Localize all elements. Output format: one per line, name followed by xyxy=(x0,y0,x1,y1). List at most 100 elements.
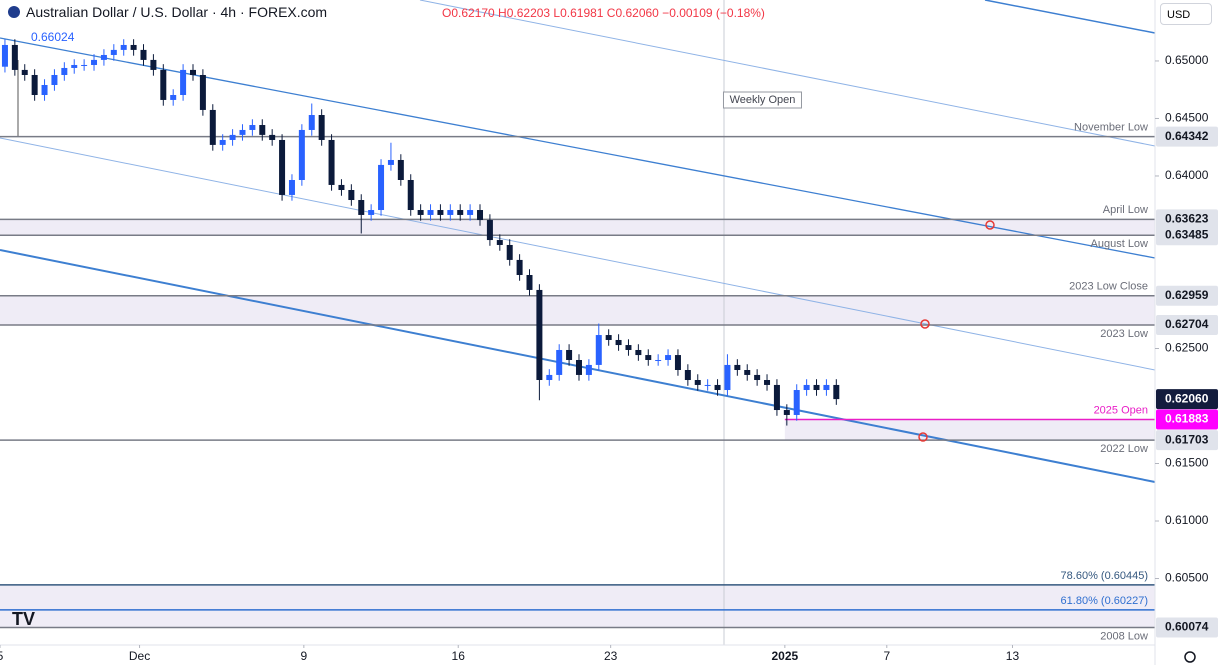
candle-body xyxy=(823,384,830,391)
candle-body xyxy=(536,289,543,381)
candle-body xyxy=(754,374,761,381)
candle-body xyxy=(526,274,533,290)
candle-body xyxy=(199,74,206,110)
annotation: Weekly Open xyxy=(730,94,796,106)
channel-line xyxy=(984,0,1156,34)
level-band xyxy=(784,419,1155,441)
level-name: 2008 Low xyxy=(1100,630,1148,642)
level-tag xyxy=(1156,430,1218,451)
candle-body xyxy=(51,74,58,85)
y-tick-label: 0.64500 xyxy=(1165,111,1209,125)
flag-icon xyxy=(8,6,20,18)
candle-body xyxy=(665,355,672,360)
candle-body xyxy=(457,210,464,215)
candle-body xyxy=(625,345,632,350)
candle-body xyxy=(288,179,295,195)
candle-body xyxy=(407,179,414,211)
candle-body xyxy=(180,69,187,96)
candle-body xyxy=(269,134,276,140)
candle-body xyxy=(21,69,28,75)
candle-body xyxy=(298,129,305,180)
candle-body xyxy=(348,190,355,201)
y-tick-label: 0.60500 xyxy=(1165,571,1209,585)
candle-body xyxy=(31,74,38,96)
last-price-label: 0.62060 xyxy=(1165,391,1209,405)
level-tag xyxy=(1156,285,1218,306)
candle-body xyxy=(803,384,810,391)
level-tag-label: 0.60074 xyxy=(1165,620,1209,634)
level-tag xyxy=(1156,315,1218,336)
candle-body xyxy=(566,349,573,360)
candle-body xyxy=(724,364,731,391)
candle-body xyxy=(645,355,652,360)
candle-body xyxy=(189,69,196,75)
candle-body xyxy=(387,159,394,165)
touch-point xyxy=(985,220,995,230)
channel-line xyxy=(0,137,1156,371)
level-tag xyxy=(1156,617,1218,638)
settings-icon[interactable] xyxy=(1184,651,1196,663)
candle-body xyxy=(11,44,18,70)
candle-body xyxy=(427,210,434,215)
indicator-value: 0.66024 xyxy=(31,30,75,44)
candle-body xyxy=(279,139,286,195)
candle-body xyxy=(338,184,345,191)
y-tick-label: 0.61500 xyxy=(1165,456,1209,470)
candle-body xyxy=(813,384,820,391)
candle-body xyxy=(328,139,335,185)
candle-body xyxy=(635,349,642,356)
candle-body xyxy=(308,115,315,130)
logo: TV xyxy=(12,609,35,629)
y-tick-label: 0.65000 xyxy=(1165,53,1209,67)
candle-body xyxy=(783,410,790,415)
candle-body xyxy=(358,200,365,215)
candle-body xyxy=(61,67,68,75)
ohlc-values: O0.62170 H0.62203 L0.61981 C0.62060 −0.0… xyxy=(442,6,765,20)
level-tag xyxy=(1156,409,1218,430)
level-name: 2022 Low xyxy=(1100,443,1148,455)
candle-body xyxy=(615,339,622,346)
x-tick-label: Dec xyxy=(129,649,150,663)
candle-body xyxy=(467,210,474,215)
level-name: 2023 Low xyxy=(1100,328,1148,340)
candle-body xyxy=(556,349,563,375)
currency-select[interactable]: USD xyxy=(1160,3,1212,25)
touch-point xyxy=(918,432,928,442)
candle-body xyxy=(764,380,771,385)
level-tag-label: 0.61703 xyxy=(1165,432,1209,446)
candle-body xyxy=(546,374,553,381)
y-tick-label: 0.64000 xyxy=(1165,168,1209,182)
candle-body xyxy=(437,210,444,215)
candle-body xyxy=(130,44,137,50)
touch-point xyxy=(920,319,930,329)
annotation-box xyxy=(722,91,802,109)
candle-body xyxy=(219,139,226,145)
candle-body xyxy=(229,134,236,140)
level-tag xyxy=(1156,209,1218,230)
candle-body xyxy=(714,384,721,391)
symbol: Australian Dollar / U.S. Dollar · 4h · F… xyxy=(26,4,328,20)
candle-body xyxy=(81,64,88,66)
candle-body xyxy=(605,335,612,340)
x-tick-label: 5 xyxy=(0,649,4,663)
candle-body xyxy=(674,355,681,371)
candle-body xyxy=(259,125,266,135)
level-name: 2023 Low Close xyxy=(1069,281,1148,293)
level-name: November Low xyxy=(1074,122,1148,134)
level-tag-label: 0.64342 xyxy=(1165,129,1209,143)
y-tick-label: 0.62500 xyxy=(1165,341,1209,355)
candle-body xyxy=(378,164,385,211)
candle-body xyxy=(595,335,602,365)
last-price-tag xyxy=(1156,389,1218,410)
candle-body xyxy=(397,159,404,180)
x-tick-label: 9 xyxy=(300,649,307,663)
candle-body xyxy=(833,384,840,400)
candle-body xyxy=(734,364,741,371)
candle-body xyxy=(516,259,523,275)
candle-body xyxy=(100,54,107,60)
levels: November Low April Low August Low 2023 Low … xyxy=(0,91,1155,642)
candle-body xyxy=(140,49,147,60)
candle-body xyxy=(477,210,484,221)
candle-body xyxy=(773,384,780,411)
